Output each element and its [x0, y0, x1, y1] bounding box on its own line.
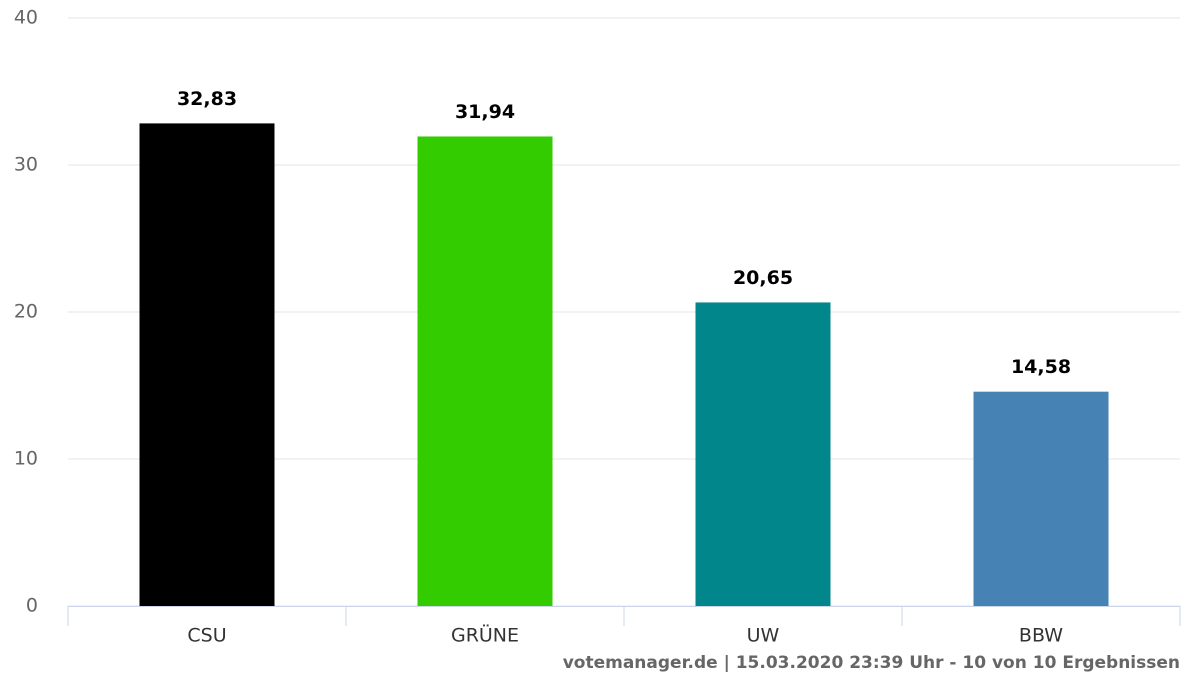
x-tick-label: BBW [1019, 625, 1063, 647]
bar [695, 302, 831, 606]
x-tick-label: CSU [187, 625, 226, 647]
x-tick-label: GRÜNE [451, 624, 519, 647]
y-tick-label: 40 [14, 7, 38, 29]
y-tick-label: 30 [14, 154, 38, 176]
bar [417, 136, 553, 606]
data-label: 20,65 [733, 267, 793, 289]
bar [139, 123, 275, 607]
y-tick-label: 20 [14, 301, 38, 323]
data-label: 31,94 [455, 101, 515, 123]
bar [973, 391, 1109, 606]
data-label: 14,58 [1011, 356, 1071, 378]
y-tick-label: 0 [26, 595, 38, 617]
y-tick-label: 10 [14, 448, 38, 470]
x-tick-label: UW [747, 625, 780, 647]
data-label: 32,83 [177, 88, 237, 110]
credits: votemanager.de | 15.03.2020 23:39 Uhr - … [563, 653, 1180, 673]
